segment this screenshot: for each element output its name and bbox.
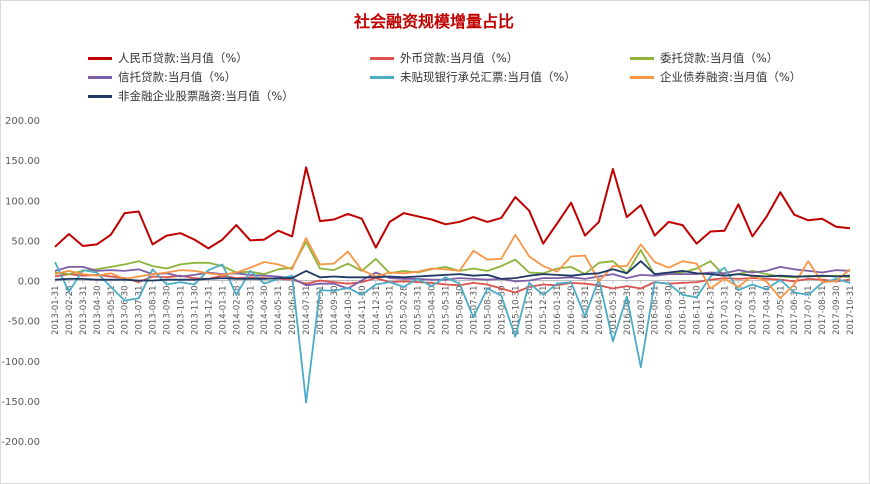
x-tick-label: 2017-09-30	[832, 286, 842, 335]
x-tick-label: 2016-08-31	[651, 286, 661, 335]
series-line-3	[54, 241, 851, 279]
x-tick-label: 2015-01-31	[386, 286, 396, 335]
legend-swatch	[88, 95, 112, 98]
series-line-1	[54, 166, 851, 250]
x-tick-label: 2013-06-30	[121, 286, 131, 335]
x-tick-label: 2016-04-30	[595, 286, 605, 335]
x-tick-label: 2015-11-30	[525, 286, 535, 335]
x-tick-label: 2016-01-31	[553, 286, 563, 335]
x-tick-label: 2013-02-28	[65, 286, 75, 335]
x-tick-label: 2015-06-30	[455, 286, 465, 335]
legend-label: 委托贷款:当月值（%）	[660, 51, 779, 65]
x-tick-label: 2013-01-31	[51, 286, 61, 335]
x-tick-label: 2017-01-31	[720, 286, 730, 335]
x-tick-label: 2015-12-31	[539, 286, 549, 335]
x-tick-label: 2016-06-30	[623, 286, 633, 335]
y-tick-label: -100.00	[1, 357, 40, 368]
x-tick-label: 2013-03-31	[79, 286, 89, 335]
x-tick-label: 2015-08-31	[483, 286, 493, 335]
x-tick-label: 2014-03-31	[246, 286, 256, 335]
legend-label: 人民币贷款:当月值（%）	[118, 51, 248, 65]
x-tick-label: 2016-10-31	[679, 286, 689, 335]
x-tick-label: 2016-09-30	[665, 286, 675, 335]
x-tick-label: 2013-07-31	[135, 286, 145, 335]
x-tick-label: 2015-03-31	[414, 286, 424, 335]
x-tick-label: 2014-04-30	[260, 286, 270, 335]
y-tick-label: 200.00	[5, 116, 40, 127]
x-tick-label: 2015-10-31	[511, 286, 521, 335]
series-line-2	[54, 273, 851, 294]
x-tick-label: 2014-02-28	[232, 286, 242, 335]
legend-swatch	[370, 57, 394, 60]
x-tick-label: 2016-11-30	[693, 286, 703, 335]
legend-label: 外币贷款:当月值（%）	[400, 51, 519, 65]
x-tick-label: 2016-02-29	[567, 286, 577, 335]
x-tick-label: 2014-05-31	[274, 286, 284, 335]
x-tick-label: 2013-12-31	[204, 286, 214, 335]
x-tick-label: 2013-08-31	[149, 286, 159, 335]
legend-label: 企业债券融资:当月值（%）	[660, 70, 802, 84]
x-tick-label: 2016-05-31	[609, 286, 619, 335]
legend-label: 信托贷款:当月值（%）	[118, 70, 237, 84]
x-tick-label: 2015-07-31	[469, 285, 479, 334]
y-tick-label: 150.00	[5, 156, 40, 167]
x-tick-label: 2017-07-31	[804, 286, 814, 335]
legend-label: 非金融企业股票融资:当月值（%）	[118, 89, 294, 103]
y-tick-label: -50.00	[8, 317, 40, 328]
legend-label: 未贴现银行承兑汇票:当月值（%）	[400, 70, 576, 84]
y-tick-label: -200.00	[1, 437, 40, 448]
x-tick-label: 2015-09-30	[497, 286, 507, 335]
x-tick-label: 2015-04-30	[428, 286, 438, 335]
x-tick-label: 2013-09-30	[163, 286, 173, 335]
x-tick-label: 2013-10-31	[177, 286, 187, 335]
x-tick-label: 2017-06-30	[790, 286, 800, 335]
x-tick-label: 2013-04-30	[93, 286, 103, 335]
series-line-5	[54, 261, 851, 404]
x-tick-label: 2014-06-30	[288, 286, 298, 335]
y-tick-label: 50.00	[11, 236, 40, 247]
x-tick-label: 2014-10-31	[344, 286, 354, 335]
x-tick-label: 2014-11-30	[358, 286, 368, 335]
x-tick-label: 2014-12-31	[372, 286, 382, 335]
series-line-7	[54, 260, 851, 282]
series-line-6	[54, 233, 851, 300]
x-tick-label: 2017-08-31	[818, 286, 828, 335]
x-tick-label: 2014-09-30	[330, 286, 340, 335]
chart-title: 社会融资规模增量占比	[353, 12, 514, 31]
x-tick-label: 2016-12-31	[707, 286, 717, 335]
x-tick-label: 2017-03-31	[748, 286, 758, 335]
x-tick-label: 2017-05-31	[776, 286, 786, 335]
x-tick-label: 2015-05-31	[442, 286, 452, 335]
y-tick-label: 0.00	[18, 277, 40, 288]
y-tick-label: -150.00	[1, 397, 40, 408]
x-tick-label: 2014-08-31	[316, 286, 326, 335]
x-tick-label: 2014-01-31	[218, 286, 228, 335]
x-tick-label: 2017-02-28	[734, 286, 744, 335]
legend-swatch	[88, 57, 112, 60]
x-tick-label: 2015-02-28	[400, 286, 410, 335]
x-tick-label: 2017-04-30	[762, 286, 772, 335]
legend-swatch	[88, 76, 112, 79]
x-tick-label: 2016-07-31	[637, 286, 647, 335]
legend-swatch	[630, 57, 654, 60]
x-tick-label: 2013-11-30	[190, 286, 200, 335]
x-tick-label: 2017-10-31	[846, 286, 856, 335]
x-tick-label: 2013-05-31	[107, 286, 117, 335]
x-tick-label: 2016-03-31	[581, 286, 591, 335]
legend-swatch	[630, 76, 654, 79]
x-tick-label: 2014-07-31	[302, 286, 312, 335]
y-tick-label: 100.00	[5, 196, 40, 207]
legend-swatch	[370, 76, 394, 79]
